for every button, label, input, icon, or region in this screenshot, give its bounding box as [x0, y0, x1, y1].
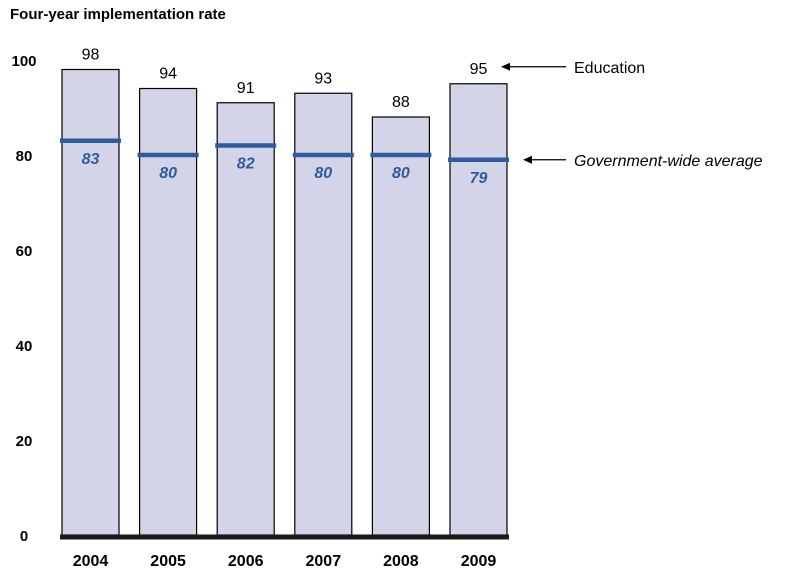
- bar-2008: [371, 116, 430, 536]
- average-label-2004: 83: [82, 151, 100, 168]
- average-lines-group: [60, 138, 509, 162]
- annotation-label: Education: [574, 60, 645, 77]
- x-tick-label-2009: 2009: [461, 553, 497, 570]
- y-tick-label: 100: [11, 53, 36, 70]
- bar-2006: [216, 102, 275, 536]
- x-tick-label-2007: 2007: [306, 553, 342, 570]
- y-tick-label: 40: [16, 338, 33, 355]
- chart-title: Four-year implementation rate: [10, 6, 226, 23]
- bar-2004: [61, 68, 120, 536]
- bar-2007: [294, 92, 353, 536]
- average-labels-group: 83 80 82 80 80 79: [82, 151, 488, 187]
- value-label-2004: 98: [82, 47, 100, 64]
- annotation-arrowhead: [501, 62, 510, 71]
- average-label-2007: 80: [314, 165, 332, 182]
- average-label-2005: 80: [159, 165, 177, 182]
- value-label-2008: 88: [392, 94, 410, 111]
- average-label-2006: 82: [237, 156, 255, 173]
- annotation-arrowhead: [523, 155, 532, 164]
- x-tick-label-2006: 2006: [228, 553, 264, 570]
- average-label-2008: 80: [392, 165, 410, 182]
- y-axis-ticks: 0 20 40 60 80 100: [11, 53, 36, 545]
- value-label-2007: 93: [314, 70, 332, 87]
- value-label-2005: 94: [159, 66, 177, 83]
- value-label-2009: 95: [470, 61, 488, 78]
- annotation-label: Government-wide average: [574, 153, 763, 170]
- y-tick-label: 20: [16, 433, 33, 450]
- y-tick-label: 60: [16, 243, 33, 260]
- value-label-2006: 91: [237, 80, 255, 97]
- y-tick-label: 0: [20, 528, 28, 545]
- bars-group: [61, 68, 508, 536]
- average-label-2009: 79: [470, 170, 488, 187]
- value-labels-group: 98 94 91 93 88 95: [82, 47, 488, 112]
- y-tick-label: 80: [16, 148, 33, 165]
- x-tick-label-2004: 2004: [73, 553, 109, 570]
- annotations-group: Education Government-wide average: [501, 60, 763, 170]
- x-axis-ticks: 2004 2005 2006 2007 2008 2009: [73, 553, 497, 570]
- x-tick-label-2005: 2005: [150, 553, 186, 570]
- x-tick-label-2008: 2008: [383, 553, 419, 570]
- bar-2009: [449, 83, 508, 536]
